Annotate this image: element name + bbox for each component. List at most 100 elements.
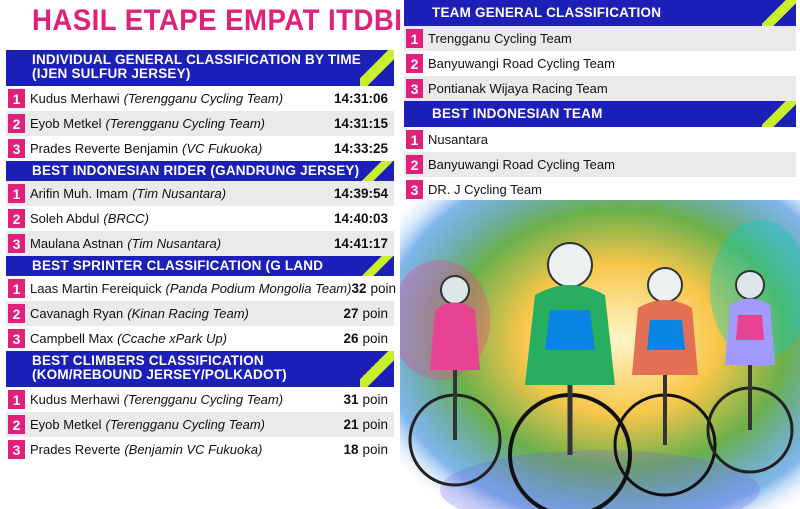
accent-stripe [360, 351, 394, 387]
points-value: 21 poin [343, 417, 388, 432]
cyclist-figure [613, 267, 717, 497]
rank-badge: 2 [8, 304, 25, 323]
rank-badge: 3 [406, 79, 423, 98]
table-row: 2 Eyob Metkel (Terengganu Cycling Team) … [6, 111, 394, 136]
page-title: HASIL ETAPE EMPAT ITDBI [32, 4, 403, 37]
climbers-header: BEST CLIMBERS CLASSIFICATION (KOM/REBOUN… [6, 351, 394, 387]
table-row: 2 Eyob Metkel (Terengganu Cycling Team) … [6, 412, 394, 437]
best-indonesian-rider-header-text: BEST INDONESIAN RIDER (GANDRUNG JERSEY) [32, 163, 360, 178]
table-row: 3 Maulana Astnan (Tim Nusantara) 14:41:1… [6, 231, 394, 256]
team-name: (Terengganu Cycling Team) [105, 116, 266, 131]
team-name: (Terengganu Cycling Team) [105, 417, 266, 432]
accent-stripe [360, 50, 394, 86]
team-name: Pontianak Wijaya Racing Team [428, 81, 608, 96]
table-row: 1 Kudus Merhawi (Terengganu Cycling Team… [6, 86, 394, 111]
rank-badge: 2 [8, 209, 25, 228]
time-value: 14:39:54 [333, 186, 388, 201]
team-name: (VC Fukuoka) [182, 141, 263, 156]
time-value: 14:31:06 [333, 91, 388, 106]
team-name: (Terengganu Cycling Team) [123, 392, 284, 407]
team-gc-header-text: TEAM GENERAL CLASSIFICATION [432, 5, 662, 20]
right-column: TEAM GENERAL CLASSIFICATION 1 Trengganu … [404, 0, 796, 202]
rider-name: Campbell Max [30, 331, 114, 346]
table-row: 2 Banyuwangi Road Cycling Team [404, 51, 796, 76]
team-name: Banyuwangi Road Cycling Team [428, 157, 615, 172]
points-number: 27 [343, 306, 359, 321]
team-name: (BRCC) [103, 211, 149, 226]
rider-name: Soleh Abdul [30, 211, 100, 226]
rank-badge: 1 [406, 130, 423, 149]
points-unit: poin [362, 331, 388, 346]
points-unit: poin [362, 442, 388, 457]
rank-badge: 3 [8, 139, 25, 158]
points-unit: poin [370, 281, 397, 296]
table-row: 3 DR. J Cycling Team [404, 177, 796, 202]
points-number: 21 [343, 417, 359, 432]
table-row: 3 Campbell Max (Ccache xPark Up) 26 poin [6, 326, 394, 351]
accent-stripe [762, 0, 796, 26]
points-value: 26 poin [343, 331, 388, 346]
table-row: 2 Banyuwangi Road Cycling Team [404, 152, 796, 177]
climbers-header-line1: BEST CLIMBERS CLASSIFICATION [32, 353, 264, 368]
cyclist-figure [508, 242, 632, 509]
table-row: 1 Laas Martin Fereiquick (Panda Podium M… [6, 276, 396, 301]
rider-name: Eyob Metkel [30, 417, 102, 432]
points-number: 26 [343, 331, 359, 346]
points-unit: poin [362, 392, 388, 407]
rank-badge: 1 [8, 390, 25, 409]
rank-badge: 2 [406, 54, 423, 73]
team-name: (Tim Nusantara) [132, 186, 227, 201]
table-row: 3 Prades Reverte Benjamin (VC Fukuoka) 1… [6, 136, 394, 161]
points-value: 32 poin [351, 281, 396, 296]
team-name: Nusantara [428, 132, 488, 147]
rank-badge: 1 [406, 29, 423, 48]
rider-name: Laas Martin Fereiquick [30, 281, 162, 296]
rank-badge: 3 [8, 234, 25, 253]
cyclists-image [400, 200, 800, 509]
table-row: 1 Trengganu Cycling Team [404, 26, 796, 51]
team-name: (Panda Podium Mongolia Team) [165, 281, 352, 296]
table-row: 3 Prades Reverte (Benjamin VC Fukuoka) 1… [6, 437, 394, 462]
table-row: 2 Cavanagh Ryan (Kinan Racing Team) 27 po… [6, 301, 394, 326]
rider-name: Cavanagh Ryan [30, 306, 124, 321]
team-name: DR. J Cycling Team [428, 182, 542, 197]
team-name: (Benjamin VC Fukuoka) [124, 442, 263, 457]
rank-badge: 1 [8, 279, 25, 298]
accent-stripe [762, 101, 796, 127]
rank-badge: 3 [8, 440, 25, 459]
cyclist-figure [408, 275, 502, 487]
team-name: (Tim Nusantara) [127, 236, 222, 251]
time-value: 14:40:03 [333, 211, 388, 226]
points-value: 31 poin [343, 392, 388, 407]
individual-gc-header-line2: (IJEN SULFUR JERSEY) [32, 66, 191, 81]
rank-badge: 3 [8, 329, 25, 348]
rider-name: Arifin Muh. Imam [30, 186, 129, 201]
rank-badge: 2 [406, 155, 423, 174]
team-name: (Kinan Racing Team) [127, 306, 249, 321]
left-column: INDIVIDUAL GENERAL CLASSIFICATION BY TIM… [6, 50, 396, 462]
accent-stripe [360, 256, 394, 276]
rider-name: Kudus Merhawi [30, 392, 120, 407]
table-row: 3 Pontianak Wijaya Racing Team [404, 76, 796, 101]
rank-badge: 2 [8, 415, 25, 434]
points-unit: poin [362, 306, 388, 321]
team-name: Trengganu Cycling Team [428, 31, 572, 46]
accent-stripe [360, 161, 394, 181]
time-value: 14:31:15 [333, 116, 388, 131]
points-number: 31 [343, 392, 359, 407]
best-indonesian-rider-header: BEST INDONESIAN RIDER (GANDRUNG JERSEY) [6, 161, 394, 181]
rider-name: Maulana Astnan [30, 236, 124, 251]
points-number: 32 [351, 281, 367, 296]
rider-name: Prades Reverte [30, 442, 121, 457]
cyclists-illustration [400, 200, 800, 509]
points-value: 27 poin [343, 306, 388, 321]
best-indonesian-team-header: BEST INDONESIAN TEAM [404, 101, 796, 127]
points-value: 18 poin [343, 442, 388, 457]
table-row: 1 Kudus Merhawi (Terengganu Cycling Team… [6, 387, 394, 412]
team-name: Banyuwangi Road Cycling Team [428, 56, 615, 71]
table-row: 1 Nusantara [404, 127, 796, 152]
points-number: 18 [343, 442, 359, 457]
individual-gc-header-line1: INDIVIDUAL GENERAL CLASSIFICATION BY TIM… [32, 52, 361, 67]
individual-gc-header: INDIVIDUAL GENERAL CLASSIFICATION BY TIM… [6, 50, 394, 86]
best-indonesian-team-header-text: BEST INDONESIAN TEAM [432, 106, 603, 121]
